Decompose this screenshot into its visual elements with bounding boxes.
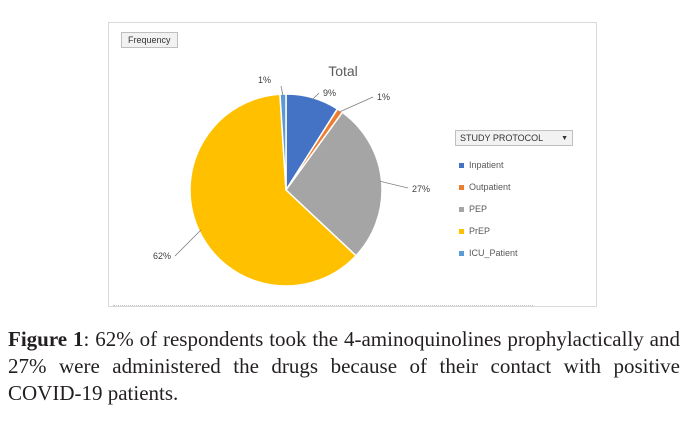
legend-items: Inpatient Outpatient PEP PrEP ICU_Patient: [455, 154, 573, 264]
legend-item-prep: PrEP: [455, 220, 573, 242]
data-labels: 9% 1% 27% 62% 1%: [153, 75, 430, 261]
leader-lines: [174, 85, 409, 257]
legend-label: PEP: [469, 204, 488, 214]
legend-swatch: [459, 162, 464, 168]
data-label-outpatient: 1%: [377, 92, 390, 102]
legend-filter-button[interactable]: STUDY PROTOCOL ▼: [455, 130, 573, 146]
data-label-pep: 27%: [412, 184, 430, 194]
leader-line-icu-patient: [280, 85, 284, 97]
leader-line-outpatient: [338, 96, 374, 113]
legend-item-pep: PEP: [455, 198, 573, 220]
caption-label: Figure 1: [8, 327, 84, 351]
legend-label: ICU_Patient: [469, 248, 518, 258]
frequency-field-button[interactable]: Frequency: [121, 32, 178, 48]
legend-swatch: [459, 228, 464, 234]
legend-item-outpatient: Outpatient: [455, 176, 573, 198]
legend: STUDY PROTOCOL ▼ Inpatient Outpatient PEP P…: [455, 130, 573, 264]
pie-chart: Total 9% 1% 27% 62% 1%: [153, 63, 430, 287]
leader-line-prep: [174, 229, 202, 257]
caption-text: : 62% of respondents took the 4-aminoqui…: [8, 327, 680, 405]
figure-caption: Figure 1: 62% of respondents took the 4-…: [8, 326, 680, 407]
legend-swatch: [459, 184, 464, 190]
pie-slice-pep: [285, 111, 383, 257]
pie-slices: [189, 93, 383, 287]
legend-label: Outpatient: [469, 182, 511, 192]
legend-swatch: [459, 250, 464, 256]
data-label-icu-patient: 1%: [258, 75, 271, 85]
cropped-text-line: [113, 304, 533, 308]
legend-header-label: STUDY PROTOCOL: [460, 133, 544, 143]
legend-item-icu-patient: ICU_Patient: [455, 242, 573, 264]
data-label-inpatient: 9%: [323, 88, 336, 98]
legend-item-inpatient: Inpatient: [455, 154, 573, 176]
legend-label: PrEP: [469, 226, 491, 236]
chart-title: Total: [328, 63, 358, 79]
leader-line-inpatient: [311, 92, 320, 101]
legend-label: Inpatient: [469, 160, 504, 170]
dropdown-triangle-icon[interactable]: ▼: [561, 134, 568, 142]
data-label-prep: 62%: [153, 251, 171, 261]
chart-area: Frequency Total 9% 1% 27% 62% 1% STUDY PROTO…: [108, 22, 597, 307]
pie-slice-prep: [189, 93, 358, 287]
leader-line-pep: [379, 180, 409, 189]
legend-swatch: [459, 206, 464, 212]
